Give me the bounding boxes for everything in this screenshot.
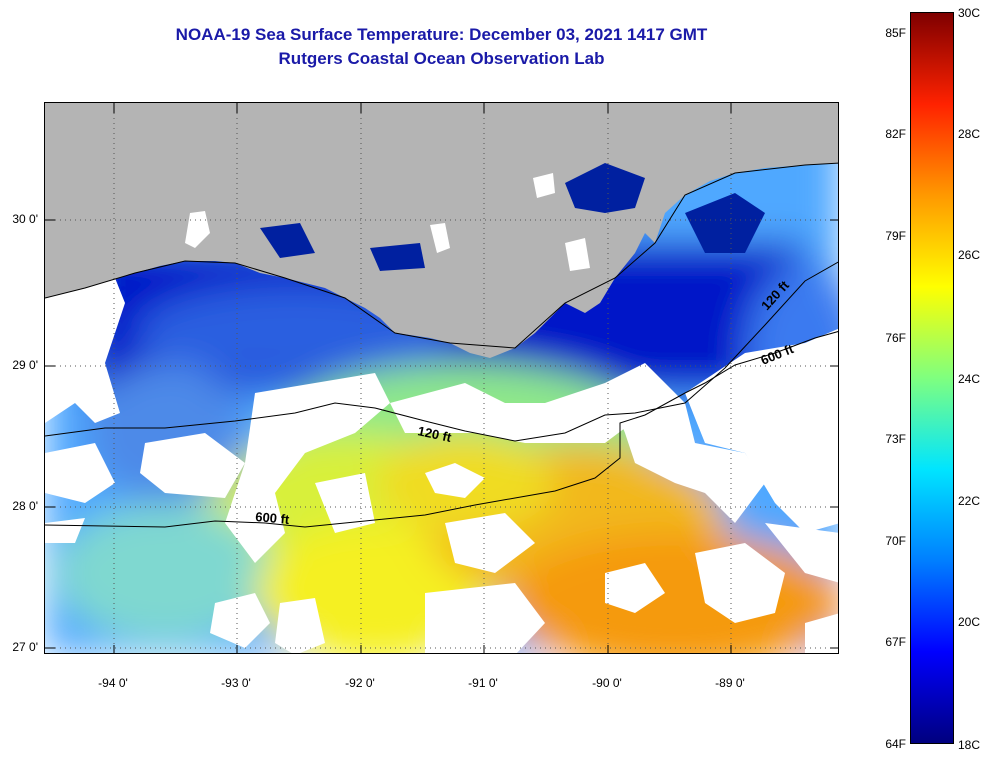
colorbar-label-64f: 64F bbox=[885, 737, 906, 751]
map-title: NOAA-19 Sea Surface Temperature: Decembe… bbox=[175, 25, 708, 44]
colorbar-label-76f: 76F bbox=[885, 331, 906, 345]
lat-label-28: 28 0' bbox=[12, 499, 38, 513]
cloud-cover bbox=[45, 253, 838, 653]
contour-label-120ft-west: 120 ft bbox=[416, 423, 453, 445]
sst-map: 120 ft 600 ft 120 ft 600 ft bbox=[44, 102, 839, 654]
lat-label-27: 27 0' bbox=[12, 640, 38, 654]
colorbar-label-82f: 82F bbox=[885, 127, 906, 141]
lon-label-90: -90 0' bbox=[592, 676, 622, 690]
depth-contour-600ft bbox=[45, 331, 838, 528]
lat-label-30: 30 0' bbox=[12, 212, 38, 226]
graticule bbox=[45, 103, 838, 653]
colorbar-label-70f: 70F bbox=[885, 534, 906, 548]
colorbar-label-26c: 26C bbox=[958, 248, 981, 262]
contour-label-600ft-west: 600 ft bbox=[255, 509, 291, 527]
colorbar-label-30c: 30C bbox=[958, 6, 981, 20]
map-subtitle: Rutgers Coastal Ocean Observation Lab bbox=[278, 49, 605, 68]
colorbar-label-24c: 24C bbox=[958, 372, 981, 386]
colorbar-label-18c: 18C bbox=[958, 738, 981, 752]
colorbar-label-28c: 28C bbox=[958, 127, 981, 141]
colorbar-label-73f: 73F bbox=[885, 432, 906, 446]
coastline bbox=[45, 162, 838, 349]
colorbar-label-79f: 79F bbox=[885, 229, 906, 243]
inland-features bbox=[185, 163, 765, 271]
lon-label-93: -93 0' bbox=[221, 676, 251, 690]
colorbar-label-20c: 20C bbox=[958, 615, 981, 629]
colorbar-label-22c: 22C bbox=[958, 494, 981, 508]
lon-label-94: -94 0' bbox=[98, 676, 128, 690]
temperature-colorbar bbox=[910, 12, 954, 744]
colorbar-label-85f: 85F bbox=[885, 26, 906, 40]
lon-label-91: -91 0' bbox=[468, 676, 498, 690]
depth-contour-120ft bbox=[45, 261, 838, 442]
lon-label-89: -89 0' bbox=[715, 676, 745, 690]
lon-label-92: -92 0' bbox=[345, 676, 375, 690]
lat-label-29: 29 0' bbox=[12, 358, 38, 372]
colorbar-label-67f: 67F bbox=[885, 635, 906, 649]
axis-ticks bbox=[45, 103, 838, 653]
